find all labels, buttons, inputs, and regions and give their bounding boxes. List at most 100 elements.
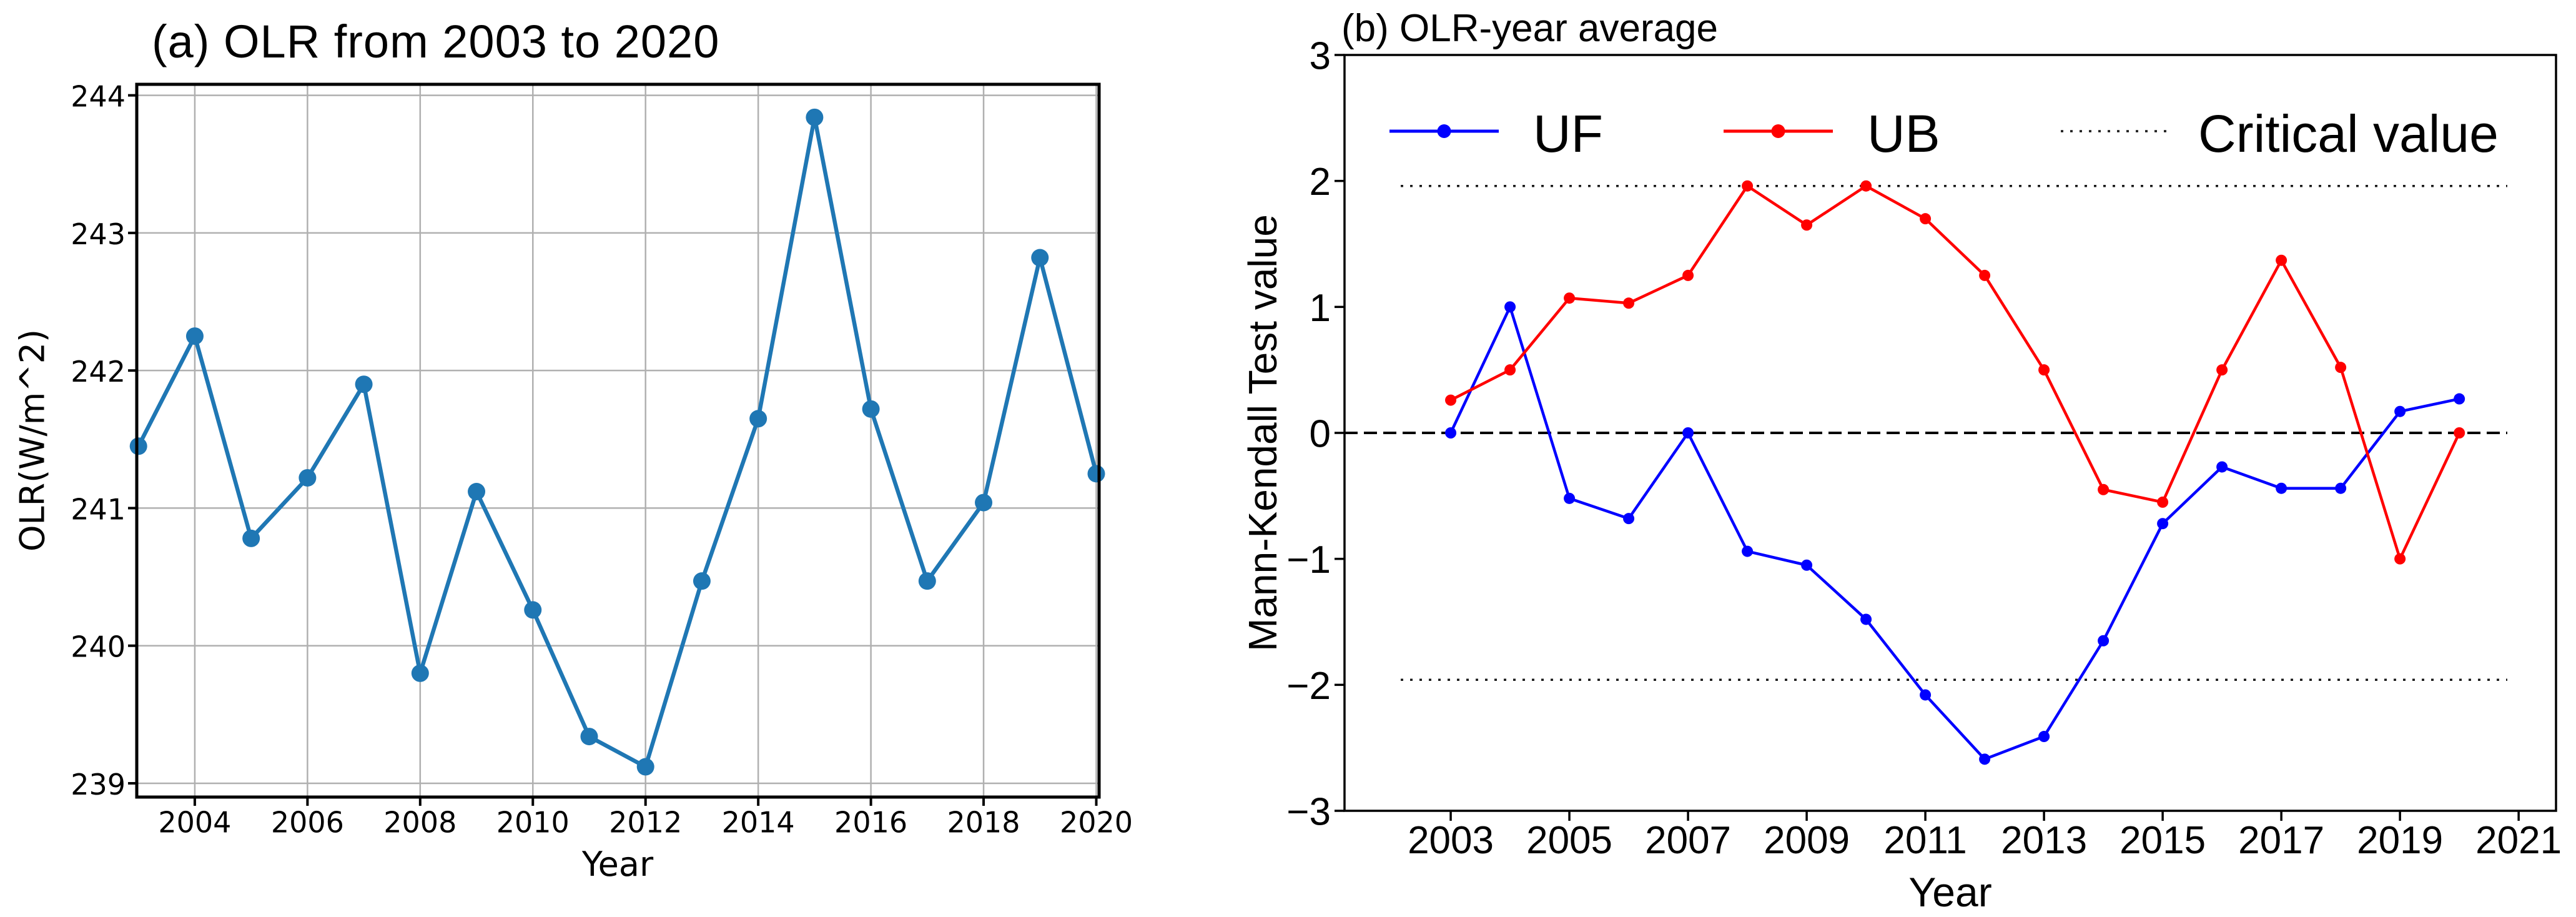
y-tick-label: −2 xyxy=(1286,665,1331,708)
data-point-marker-OLR xyxy=(918,572,936,590)
data-point-marker-UB xyxy=(1979,269,1991,281)
y-tick-label: 244 xyxy=(71,80,126,114)
data-point-marker-OLR xyxy=(693,572,711,590)
data-point-marker-OLR xyxy=(580,728,598,746)
data-point-marker-UF xyxy=(1979,753,1991,765)
data-point-marker-UB xyxy=(2216,364,2228,376)
panel-a-yaxis-label: OLR(W/m^2) xyxy=(12,329,52,552)
axes-frame xyxy=(135,82,1101,799)
data-point-marker-UB xyxy=(2157,496,2169,508)
data-point-marker-UF xyxy=(1801,559,1813,571)
legend-label-Critical-value: Critical value xyxy=(2198,104,2499,163)
data-point-marker-UF xyxy=(1682,427,1694,439)
data-point-marker-UF xyxy=(2098,635,2110,647)
panel-b-xaxis-label: Year xyxy=(1908,869,1992,915)
data-point-marker-OLR xyxy=(749,410,767,428)
data-point-marker-OLR xyxy=(862,400,880,418)
data-point-marker-UF xyxy=(1564,492,1576,504)
y-tick-label: 2 xyxy=(1310,161,1331,204)
data-point-marker-OLR xyxy=(524,601,542,619)
x-tick-label: 2011 xyxy=(1883,819,1967,862)
data-point-marker-UB xyxy=(1564,292,1576,304)
data-point-marker-OLR xyxy=(806,108,824,126)
y-tick-label: 239 xyxy=(71,768,126,801)
data-point-marker-UF xyxy=(2454,393,2465,405)
x-tick-label: 2019 xyxy=(2357,819,2443,862)
x-tick-label: 2015 xyxy=(2120,819,2206,862)
x-tick-label: 2010 xyxy=(496,805,570,839)
legend-label-UF: UF xyxy=(1533,104,1603,163)
y-tick-label: 3 xyxy=(1310,35,1331,78)
series-line-UB xyxy=(1449,184,2461,560)
y-tick-label: 0 xyxy=(1310,413,1331,456)
data-point-marker-UF xyxy=(2394,405,2406,417)
data-point-marker-OLR xyxy=(975,493,993,512)
data-point-marker-UB xyxy=(1860,180,1872,192)
series-line-OLR xyxy=(136,115,1098,769)
panel-b-yaxis-label: Mann-Kendall Test value xyxy=(1240,214,1285,652)
data-point-marker-UF xyxy=(1504,301,1516,313)
x-tick-label: 2016 xyxy=(834,805,907,839)
data-point-marker-UB xyxy=(1920,213,1932,225)
data-point-marker-OLR xyxy=(411,664,429,682)
x-tick-label: 2008 xyxy=(383,805,456,839)
data-point-marker-UB xyxy=(2454,427,2465,439)
data-point-marker-UF xyxy=(2038,731,2050,743)
y-tick-label: −3 xyxy=(1286,791,1331,834)
x-tick-label: 2013 xyxy=(2001,819,2087,862)
panel-b-title: (b) OLR-year average xyxy=(1341,7,1719,50)
data-point-marker-OLR xyxy=(468,483,486,500)
x-tick-label: 2012 xyxy=(609,805,682,839)
data-point-marker-OLR xyxy=(355,375,373,394)
x-tick-label: 2021 xyxy=(2475,819,2562,862)
legend-marker-UB xyxy=(1771,124,1785,138)
data-point-marker-UB xyxy=(2038,364,2050,376)
data-point-marker-OLR xyxy=(636,758,654,776)
data-point-marker-UF xyxy=(2335,482,2347,494)
x-tick-label: 2004 xyxy=(158,805,231,839)
x-tick-label: 2006 xyxy=(271,805,344,839)
panel-a-title: (a) OLR from 2003 to 2020 xyxy=(152,16,720,67)
x-tick-label: 2007 xyxy=(1645,819,1731,862)
legend-marker-UF xyxy=(1437,124,1451,138)
data-point-marker-UB xyxy=(2276,254,2287,266)
panel-a-xaxis-label: Year xyxy=(581,845,654,884)
y-tick-label: 1 xyxy=(1310,287,1331,330)
data-point-marker-UB xyxy=(1623,297,1635,309)
data-point-marker-UB xyxy=(2335,362,2347,374)
x-tick-label: 2017 xyxy=(2238,819,2324,862)
y-tick-label: 240 xyxy=(71,630,126,664)
legend-label-UB: UB xyxy=(1867,104,1940,163)
data-point-marker-UF xyxy=(1445,427,1457,439)
data-point-marker-UB xyxy=(1504,364,1516,376)
data-point-marker-UF xyxy=(2276,482,2287,494)
x-tick-label: 2020 xyxy=(1060,805,1133,839)
x-tick-label: 2018 xyxy=(947,805,1020,839)
y-tick-label: 241 xyxy=(71,492,126,526)
x-tick-label: 2003 xyxy=(1408,819,1494,862)
data-point-marker-OLR xyxy=(242,529,260,547)
x-tick-label: 2009 xyxy=(1764,819,1850,862)
data-point-marker-OLR xyxy=(299,468,317,487)
data-point-marker-UF xyxy=(1920,689,1932,701)
data-point-marker-UF xyxy=(2157,518,2169,530)
data-point-marker-OLR xyxy=(185,327,204,345)
data-point-marker-UB xyxy=(1682,269,1694,281)
data-point-marker-UF xyxy=(1623,513,1635,525)
data-point-marker-UF xyxy=(2216,461,2228,473)
y-tick-label: 243 xyxy=(71,217,126,251)
y-tick-label: −1 xyxy=(1286,538,1331,582)
data-point-marker-UB xyxy=(2394,553,2406,565)
x-tick-label: 2014 xyxy=(722,805,795,839)
x-tick-label: 2005 xyxy=(1526,819,1612,862)
data-point-marker-UF xyxy=(1742,545,1754,557)
data-point-marker-UF xyxy=(1860,613,1872,625)
data-point-marker-UB xyxy=(1742,180,1754,192)
y-tick-label: 242 xyxy=(71,355,126,389)
series-line-UF xyxy=(1449,305,2461,761)
data-point-marker-OLR xyxy=(129,437,147,455)
data-point-marker-OLR xyxy=(1031,249,1049,267)
data-point-marker-UB xyxy=(2098,483,2110,495)
data-point-marker-OLR xyxy=(1087,465,1105,483)
